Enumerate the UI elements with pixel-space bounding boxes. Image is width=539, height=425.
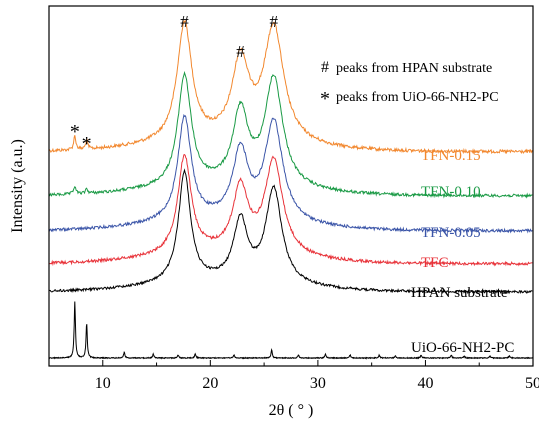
legend-marker: # (321, 59, 329, 76)
curves-layer (48, 19, 534, 360)
series-labels-layer: TFN-0.15 TFN-0.10 TFN-0.05 TFC HPAN substrat… (411, 148, 514, 356)
legend: # peaks from HPAN substrate * peaks from Ui… (320, 59, 499, 110)
legend-text: peaks from HPAN substrate (336, 61, 492, 76)
series-label-tfn-0-15: TFN-0.15 (421, 148, 481, 164)
legend-marker: * (320, 88, 330, 110)
x-tick-label: 40 (417, 375, 433, 392)
series-label-tfc: TFC (421, 255, 449, 271)
hpan-peak-marker: # (180, 12, 189, 31)
series-line-tfc (48, 154, 533, 267)
series-line-hpan-substrate (48, 168, 533, 295)
plot-frame (48, 5, 534, 367)
uio-peak-marker: * (70, 121, 80, 143)
series-line-tfn-0-05 (48, 113, 533, 234)
x-tick-label: 50 (525, 375, 539, 392)
ticks-layer: 10 20 30 40 50 (48, 360, 539, 392)
series-label-uio-66-nh2-pc: UiO-66-NH2-PC (411, 340, 514, 356)
x-tick-label: 20 (202, 375, 218, 392)
uio-peak-marker: * (82, 133, 92, 155)
series-label-tfn-0-10: TFN-0.10 (421, 184, 481, 200)
hpan-peak-marker: # (236, 42, 245, 61)
y-axis-label: Intensity (a.u.) (9, 139, 26, 233)
series-label-tfn-0-05: TFN-0.05 (421, 225, 481, 241)
series-label-hpan-substrate: HPAN substrate (411, 285, 508, 301)
x-axis-label: 2θ ( ° ) (269, 402, 314, 419)
x-tick-label: 30 (310, 375, 326, 392)
x-tick-label: 10 (95, 375, 111, 392)
series-line-tfn-0-15 (48, 19, 533, 155)
series-line-uio-66-nh2-pc (48, 301, 534, 360)
annotations-layer: # # # ** (70, 12, 279, 155)
series-line-tfn-0-10 (48, 70, 533, 199)
legend-text: peaks from UiO-66-NH2-PC (336, 90, 499, 105)
hpan-peak-marker: # (270, 12, 279, 31)
